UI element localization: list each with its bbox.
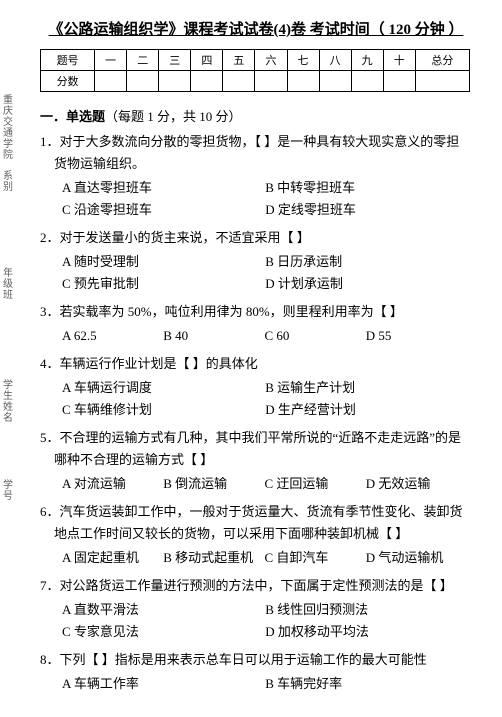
q2-d: D 计划承运制 <box>265 273 465 295</box>
th-8: 八 <box>319 50 351 71</box>
sec1-title: 一．单选题 <box>40 109 105 124</box>
cell <box>287 71 319 92</box>
cell <box>319 71 351 92</box>
sec1-note: （每题 1 分，共 10 分） <box>105 109 242 124</box>
side-id: 学号 <box>3 480 21 502</box>
th-6: 六 <box>255 50 287 71</box>
cell <box>223 71 255 92</box>
cell <box>351 71 383 92</box>
q1-b: B 中转零担班车 <box>265 177 465 199</box>
q8-b: B 车辆完好率 <box>265 673 465 695</box>
q1-opts: A 直达零担班车 B 中转零担班车 C 沿途零担班车 D 定线零担班车 <box>62 177 472 221</box>
th-3: 三 <box>159 50 191 71</box>
th-0: 题号 <box>41 50 95 71</box>
side-grade: 年级班 <box>3 268 21 301</box>
q1-d: D 定线零担班车 <box>265 199 465 221</box>
q6-opts: A 固定起重机 B 移动式起重机 C 自卸汽车 D 气动运输机 <box>62 547 472 569</box>
cell <box>415 71 469 92</box>
q3-b: B 40 <box>163 325 261 347</box>
q2-a: A 随时受理制 <box>62 251 262 273</box>
q3-c: C 60 <box>265 325 363 347</box>
score-table: 题号 一 二 三 四 五 六 七 八 九 十 总分 分数 <box>40 49 470 92</box>
q6: 6．汽车货运装卸工作中，一般对于货运量大、货流有季节性变化、装卸货地点工作时间又… <box>40 501 472 545</box>
q6-d: D 气动运输机 <box>366 547 464 569</box>
q4-b: B 运输生产计划 <box>265 377 465 399</box>
q1-a: A 直达零担班车 <box>62 177 262 199</box>
cell <box>159 71 191 92</box>
q5-d: D 无效运输 <box>366 473 464 495</box>
q4-opts: A 车辆运行调度 B 运输生产计划 C 车辆维修计划 D 生产经营计划 <box>62 377 472 421</box>
side-dept: 系别 <box>3 171 21 193</box>
exam-title: 《公路运输组织学》课程考试试卷(4)卷 考试时间（ 120 分钟 ） <box>40 18 472 39</box>
th-10: 十 <box>383 50 415 71</box>
q2-b: B 日历承运制 <box>265 251 465 273</box>
th-7: 七 <box>287 50 319 71</box>
q5-b: B 倒流运输 <box>163 473 261 495</box>
th-1: 一 <box>95 50 127 71</box>
q8-a: A 车辆工作率 <box>62 673 262 695</box>
q4-d: D 生产经营计划 <box>265 399 465 421</box>
q2-opts: A 随时受理制 B 日历承运制 C 预先审批制 D 计划承运制 <box>62 251 472 295</box>
side-school: 重庆交通学院 <box>3 95 21 161</box>
th-4: 四 <box>191 50 223 71</box>
q4: 4．车辆运行作业计划是【 】的具体化 <box>40 353 472 375</box>
section-1-head: 一．单选题（每题 1 分，共 10 分） <box>40 106 472 125</box>
q7: 7．对公路货运工作量进行预测的方法中，下面属于定性预测法的是【 】 <box>40 575 472 597</box>
q6-a: A 固定起重机 <box>62 547 160 569</box>
q5-a: A 对流运输 <box>62 473 160 495</box>
q7-b: B 线性回归预测法 <box>265 599 465 621</box>
cell <box>255 71 287 92</box>
q3: 3．若实载率为 50%，吨位利用律为 80%，则里程利用率为【 】 <box>40 301 472 323</box>
th-5: 五 <box>223 50 255 71</box>
q5-c: C 迂回运输 <box>265 473 363 495</box>
q5-opts: A 对流运输 B 倒流运输 C 迂回运输 D 无效运输 <box>62 473 472 495</box>
q3-d: D 55 <box>366 325 464 347</box>
q7-opts: A 直数平滑法 B 线性回归预测法 C 专家意见法 D 加权移动平均法 <box>62 599 472 643</box>
cell <box>127 71 159 92</box>
q8: 8．下列【 】指标是用来表示总车日可以用于运输工作的最大可能性 <box>40 649 472 671</box>
side-name: 学生姓名 <box>3 380 21 424</box>
q7-c: C 专家意见法 <box>62 621 262 643</box>
q8-opts: A 车辆工作率 B 车辆完好率 <box>62 673 472 695</box>
cell <box>191 71 223 92</box>
q4-c: C 车辆维修计划 <box>62 399 262 421</box>
th-9: 九 <box>351 50 383 71</box>
th-11: 总分 <box>415 50 469 71</box>
q1: 1．对于大多数流向分散的零担货物，【 】是一种具有较大现实意义的零担货物运输组织… <box>40 131 472 175</box>
q1-c: C 沿途零担班车 <box>62 199 262 221</box>
q2: 2．对于发送量小的货主来说，不适宜采用【 】 <box>40 227 472 249</box>
q2-c: C 预先审批制 <box>62 273 262 295</box>
q3-a: A 62.5 <box>62 325 160 347</box>
q5: 5．不合理的运输方式有几种，其中我们平常所说的“近路不走走远路”的是哪种不合理的… <box>40 427 472 471</box>
cell <box>95 71 127 92</box>
q6-b: B 移动式起重机 <box>163 547 261 569</box>
q7-d: D 加权移动平均法 <box>265 621 465 643</box>
row2-label: 分数 <box>41 71 95 92</box>
q6-c: C 自卸汽车 <box>265 547 363 569</box>
q7-a: A 直数平滑法 <box>62 599 262 621</box>
q4-a: A 车辆运行调度 <box>62 377 262 399</box>
th-2: 二 <box>127 50 159 71</box>
q3-opts: A 62.5 B 40 C 60 D 55 <box>62 325 472 347</box>
cell <box>383 71 415 92</box>
